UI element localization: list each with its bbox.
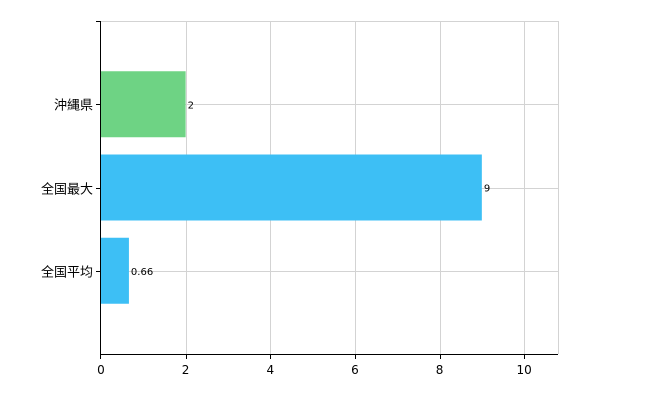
category-label: 沖縄県 <box>54 99 93 114</box>
x-tick-label: 10 <box>517 363 532 377</box>
x-axis-ticks: 0 2 4 6 8 10 <box>97 354 532 377</box>
x-tick-label: 4 <box>266 363 274 377</box>
x-tick-label: 0 <box>97 363 105 377</box>
bar-value-label: 9 <box>484 184 490 195</box>
category-label: 全国平均 <box>41 265 93 281</box>
data-labels: 290.66 <box>131 100 490 278</box>
bar <box>101 154 482 221</box>
x-tick-label: 8 <box>436 363 444 377</box>
bar <box>101 71 186 138</box>
bar <box>101 237 129 304</box>
axes <box>96 21 558 355</box>
bars <box>101 71 482 304</box>
x-tick-label: 6 <box>351 363 359 377</box>
category-label: 全国最大 <box>41 182 93 198</box>
bar-value-label: 2 <box>188 100 194 111</box>
bar-value-label: 0.66 <box>131 267 153 278</box>
x-tick-label: 2 <box>182 363 190 377</box>
